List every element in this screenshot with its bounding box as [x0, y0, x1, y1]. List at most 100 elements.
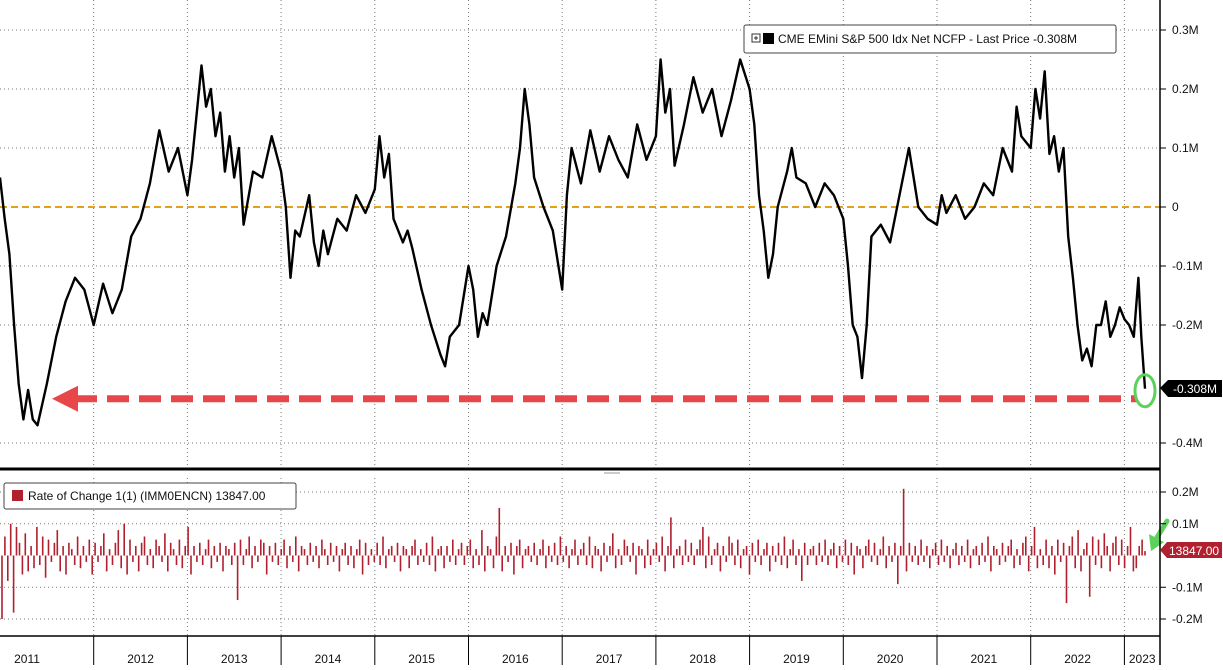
roc-bar — [751, 542, 754, 556]
roc-bar — [644, 555, 646, 569]
roc-bar — [4, 536, 6, 556]
roc-bar — [1144, 551, 1146, 556]
top-last-value-label: -0.308M — [1173, 382, 1217, 396]
roc-bar — [754, 555, 757, 562]
roc-bar — [219, 542, 221, 556]
roc-bar — [33, 555, 35, 569]
roc-bar — [222, 555, 224, 572]
roc-bar — [379, 555, 381, 565]
y-tick-label: 0.2M — [1172, 82, 1199, 96]
bottom-last-value-tag: 13847.00 — [1160, 542, 1222, 558]
roc-bar — [914, 546, 916, 556]
roc-bar — [199, 542, 201, 556]
roc-bar — [417, 555, 419, 565]
roc-bar — [690, 542, 693, 556]
roc-bar — [1103, 533, 1106, 556]
roc-bar — [955, 542, 957, 556]
roc-bar — [533, 542, 535, 556]
roc-bar — [882, 536, 885, 556]
roc-bar — [580, 549, 582, 556]
roc-bar — [411, 546, 413, 556]
roc-bar — [18, 542, 21, 556]
roc-bar — [190, 555, 192, 575]
collapse-box-icon[interactable] — [751, 33, 761, 43]
roc-bar — [518, 539, 521, 556]
roc-bar — [850, 542, 853, 556]
roc-bar — [801, 555, 803, 581]
roc-bar — [79, 555, 82, 569]
roc-bar — [108, 549, 111, 556]
roc-bar — [1025, 536, 1027, 556]
roc-bar — [15, 526, 18, 556]
top-panel-grid — [0, 0, 1160, 465]
roc-bar — [1054, 555, 1056, 575]
roc-bar — [36, 526, 38, 556]
x-tick-label: 2022 — [1064, 652, 1091, 665]
bottom-legend[interactable]: Rate of Change 1(1) (IMM0ENCN) 13847.00 — [3, 482, 297, 510]
roc-bar — [940, 539, 943, 556]
roc-bar — [1042, 555, 1044, 565]
roc-bar — [472, 555, 474, 569]
roc-bar — [393, 555, 396, 562]
roc-bar — [609, 546, 611, 556]
roc-bar — [899, 546, 902, 556]
roc-bar — [681, 555, 684, 565]
top-legend[interactable]: CME EMini S&P 500 Idx Net NCFP - Last Pr… — [743, 24, 1117, 54]
roc-bar — [527, 546, 530, 556]
roc-bar — [553, 542, 556, 556]
x-tick-label: 2023 — [1129, 652, 1156, 665]
roc-bar — [702, 526, 704, 556]
roc-bar — [728, 536, 730, 556]
roc-bar — [196, 555, 198, 562]
roc-bar — [780, 555, 783, 565]
roc-bar — [617, 549, 620, 556]
roc-bar — [306, 555, 309, 565]
roc-bar — [492, 555, 495, 569]
roc-bar — [149, 549, 152, 556]
roc-bar — [39, 555, 41, 565]
roc-bar — [440, 546, 442, 556]
roc-bar — [1059, 555, 1062, 562]
roc-bar — [568, 555, 570, 569]
roc-bar — [620, 555, 623, 565]
roc-bar — [443, 555, 445, 569]
roc-bar — [536, 555, 538, 565]
roc-bar — [658, 555, 661, 562]
x-tick-label: 2015 — [408, 652, 435, 665]
roc-bar — [431, 536, 434, 556]
roc-bar — [894, 542, 896, 556]
roc-bar — [737, 539, 739, 556]
x-tick-label: 2014 — [315, 652, 342, 665]
roc-bar — [228, 549, 230, 556]
roc-bar — [626, 546, 629, 556]
roc-bar — [382, 536, 384, 556]
x-tick-label: 2013 — [221, 652, 248, 665]
roc-bar — [545, 555, 547, 569]
roc-bar — [1109, 555, 1111, 572]
roc-bar — [641, 549, 643, 556]
roc-bar — [757, 539, 759, 556]
roc-bar — [62, 546, 64, 556]
roc-bar — [353, 555, 355, 569]
roc-bar — [859, 549, 861, 556]
roc-bar — [1126, 546, 1129, 556]
roc-bar — [1039, 549, 1042, 556]
roc-bar — [969, 555, 972, 569]
roc-bar — [614, 555, 617, 569]
roc-bar — [949, 555, 951, 569]
roc-bar — [978, 555, 980, 565]
roc-bar — [1, 555, 3, 619]
roc-bar — [731, 542, 733, 556]
roc-bar — [1118, 555, 1120, 565]
bottom-legend-label: Rate of Change 1(1) (IMM0ENCN) 13847.00 — [28, 489, 266, 503]
roc-bar — [824, 539, 826, 556]
roc-bar — [103, 533, 105, 556]
roc-bar — [917, 555, 919, 565]
roc-bar — [399, 555, 402, 572]
roc-bar — [489, 549, 492, 556]
roc-bar — [292, 555, 294, 562]
roc-bar — [396, 542, 399, 556]
roc-bar — [178, 539, 181, 556]
roc-bar — [210, 555, 213, 569]
roc-bar — [1071, 536, 1074, 556]
